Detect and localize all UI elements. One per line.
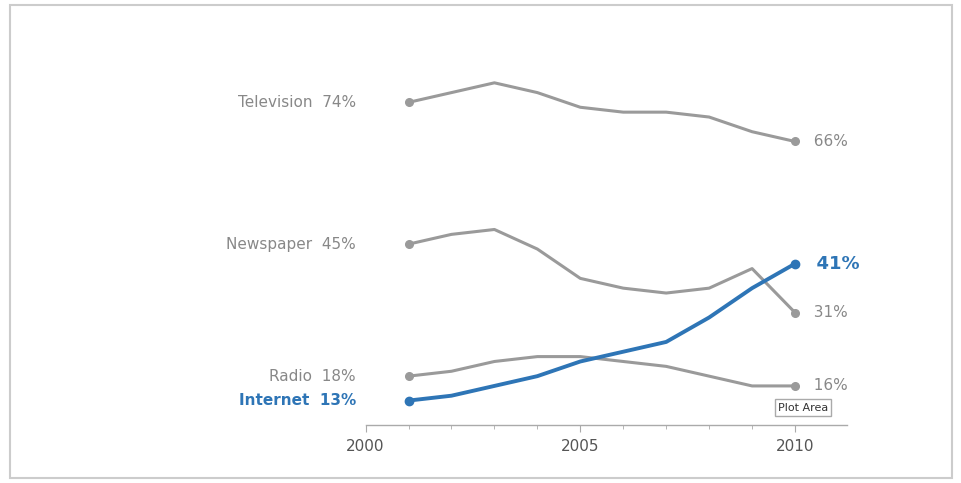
Text: 16%: 16% — [802, 378, 847, 394]
Text: Internet  13%: Internet 13% — [238, 393, 356, 408]
Text: Plot Area: Plot Area — [777, 403, 827, 413]
Text: Newspaper  45%: Newspaper 45% — [226, 237, 356, 252]
Text: Radio  18%: Radio 18% — [269, 369, 356, 384]
Text: 41%: 41% — [802, 255, 858, 273]
Text: Television  74%: Television 74% — [237, 95, 356, 110]
Text: 66%: 66% — [802, 134, 847, 149]
Text: 31%: 31% — [802, 305, 847, 320]
